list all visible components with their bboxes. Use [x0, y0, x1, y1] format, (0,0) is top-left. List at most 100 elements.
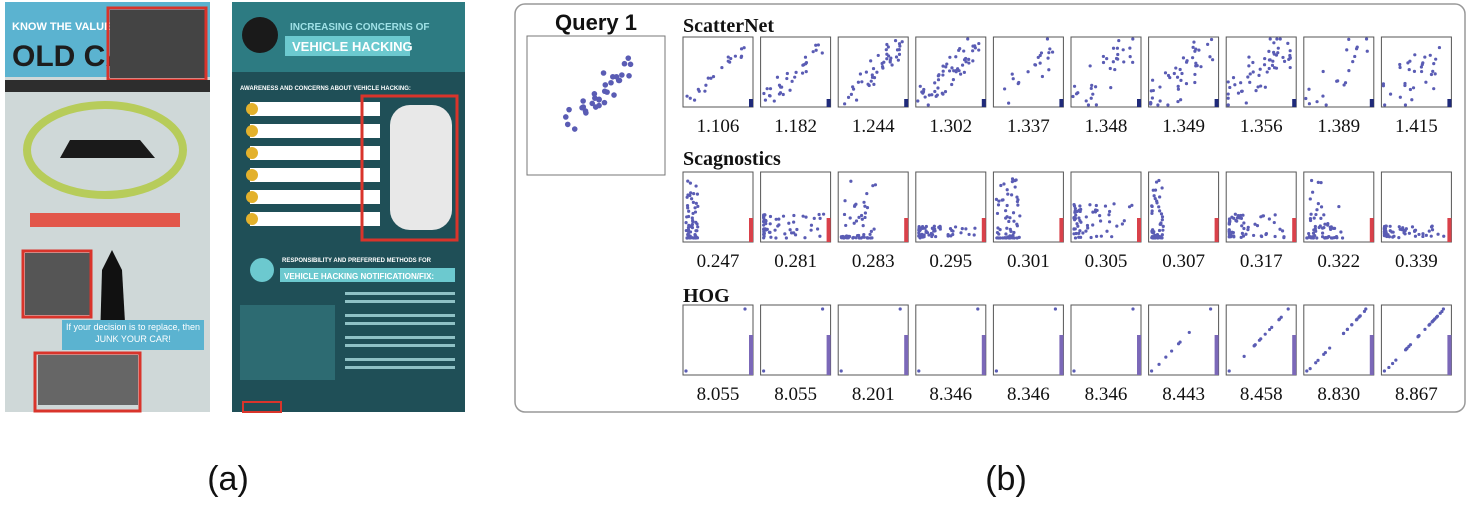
- thumbnail: [760, 304, 832, 376]
- thumb-dot: [793, 233, 798, 237]
- score-bar: [1137, 99, 1141, 107]
- thumb-dot: [967, 61, 971, 65]
- thumb-dot: [960, 63, 965, 67]
- thumb-dot: [1038, 53, 1042, 58]
- query-dot: [591, 91, 598, 97]
- thumb-dot: [1176, 342, 1181, 346]
- thumb-dot: [894, 55, 899, 59]
- thumb-dot: [1316, 180, 1320, 184]
- thumb-dot: [854, 219, 859, 223]
- thumb-dot: [1273, 213, 1277, 217]
- thumb-dot: [1259, 234, 1263, 238]
- thumb-dot: [729, 56, 733, 61]
- thumb-dot: [893, 39, 898, 43]
- thumb-dot: [1011, 77, 1015, 81]
- thumb-dot: [1084, 99, 1088, 103]
- thumb-dot: [687, 223, 691, 228]
- thumb-dot: [896, 58, 900, 62]
- thumb-dot: [1265, 70, 1269, 74]
- thumb-dot: [1314, 212, 1318, 217]
- thumb-dot: [948, 55, 952, 59]
- thumb-dot: [1013, 179, 1017, 183]
- thumb-dot: [1277, 318, 1281, 322]
- thumb-dot: [938, 225, 942, 229]
- thumb-dot: [720, 65, 724, 70]
- thumb-dot: [1003, 87, 1007, 91]
- thumb-dot: [1305, 369, 1309, 373]
- thumb-dot: [1010, 180, 1014, 184]
- score-label: 1.182: [774, 116, 817, 137]
- thumb-dot: [1240, 231, 1244, 235]
- thumb-dot: [1413, 228, 1417, 233]
- thumb-dot: [1091, 92, 1095, 96]
- thumb-dot: [873, 183, 878, 187]
- score-label: 0.283: [852, 251, 895, 272]
- thumb-dot: [1006, 192, 1010, 196]
- thumb-dot: [1387, 365, 1391, 370]
- thumb-dot: [1442, 234, 1446, 238]
- thumb-dot: [865, 206, 870, 210]
- thumb-dot: [950, 228, 954, 233]
- thumb-dot: [1423, 327, 1427, 331]
- query-dot: [601, 99, 608, 106]
- thumb-dot: [1364, 307, 1368, 311]
- thumb-dot: [1187, 330, 1191, 335]
- thumb-dot: [1263, 332, 1267, 336]
- thumb-dot: [1227, 369, 1231, 373]
- thumb-dot: [1241, 213, 1245, 217]
- thumb-dot: [1192, 40, 1196, 44]
- thumb-dot: [1112, 202, 1116, 206]
- thumb-dot: [959, 72, 963, 76]
- section-title: AWARENESS AND CONCERNS ABOUT VEHICLE HAC…: [240, 86, 411, 92]
- thumb-dot: [862, 200, 866, 204]
- thumb-dot: [1130, 203, 1134, 207]
- thumb-dot: [792, 220, 796, 224]
- thumb-dot: [1316, 202, 1320, 206]
- score-label: 8.458: [1240, 384, 1283, 405]
- query-dot: [562, 114, 569, 120]
- thumb-dot: [1004, 216, 1008, 220]
- thumb-dot: [953, 225, 958, 229]
- thumb-dot: [1127, 205, 1132, 209]
- thumb-dot: [996, 203, 1001, 207]
- thumb-dot: [784, 236, 788, 240]
- thumbnail: [1225, 36, 1297, 108]
- thumb-dot: [964, 227, 968, 231]
- thumb-dot: [936, 86, 940, 90]
- thumb-dot: [995, 211, 1000, 216]
- thumb-dot: [690, 216, 694, 220]
- thumb-dot: [1163, 71, 1168, 75]
- thumb-dot: [865, 191, 869, 196]
- thumb-dot: [695, 192, 700, 196]
- query-dot: [619, 72, 625, 78]
- thumb-dot: [1008, 216, 1012, 220]
- thumb-dot: [1011, 233, 1015, 237]
- thumb-dot: [1011, 211, 1016, 215]
- score-label: 8.346: [1085, 384, 1128, 405]
- thumb-dot: [1286, 41, 1290, 45]
- thumb-dot: [1440, 309, 1444, 314]
- thumb-dot: [927, 233, 931, 237]
- thumb-dot: [1270, 325, 1274, 329]
- thumb-dot: [890, 63, 894, 67]
- score-bar: [1059, 218, 1064, 242]
- thumb-dot: [1308, 367, 1312, 371]
- thumb-dot: [885, 42, 889, 47]
- thumb-dot: [1334, 234, 1339, 239]
- thumb-dot: [692, 98, 697, 102]
- thumb-dot: [1227, 220, 1232, 225]
- thumb-dot: [898, 44, 902, 48]
- thumb-dot: [773, 228, 777, 232]
- thumb-dot: [1091, 210, 1095, 214]
- thumb-dot: [762, 91, 766, 96]
- query-dot: [610, 73, 616, 80]
- thumb-dot: [1003, 236, 1007, 240]
- thumb-dot: [696, 204, 700, 208]
- thumb-dot: [844, 223, 848, 228]
- score-bar: [1447, 99, 1452, 107]
- thumb-dot: [1005, 226, 1009, 230]
- thumb-dot: [1272, 50, 1276, 54]
- score-bar: [1292, 218, 1297, 242]
- score-label: 8.443: [1162, 384, 1205, 405]
- query-dot: [602, 82, 609, 88]
